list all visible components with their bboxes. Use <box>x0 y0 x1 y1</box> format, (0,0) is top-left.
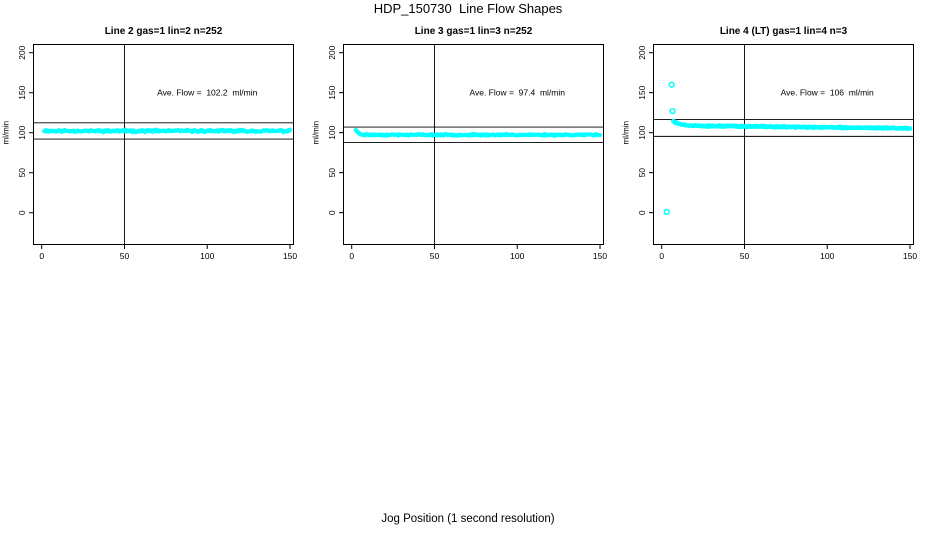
x-axis-label: Jog Position (1 second resolution) <box>381 513 554 525</box>
data-point <box>597 132 603 138</box>
y-tick-label: 0 <box>327 210 337 215</box>
x-tick-label: 0 <box>659 251 664 261</box>
y-unit-label: ml/min <box>622 121 631 145</box>
x-tick-label: 50 <box>430 251 440 261</box>
y-tick-label: 100 <box>637 125 647 139</box>
outlier-point <box>663 208 670 216</box>
y-tick-label: 0 <box>17 210 27 215</box>
panel-2: Line 3 gas=1 lin=3 n=252 0 50 100 150 0 50 100 1… <box>312 26 608 261</box>
x-tick-label: 150 <box>283 251 297 261</box>
panel-box <box>343 44 604 245</box>
y-tick-label: 150 <box>327 85 337 99</box>
x-tick-label: 150 <box>903 251 917 261</box>
panel-points <box>42 127 293 135</box>
y-tick-label: 150 <box>17 85 27 99</box>
x-tick-label: 0 <box>39 251 44 261</box>
y-unit-label: ml/min <box>2 121 11 145</box>
data-point <box>706 123 711 128</box>
y-tick-label: 200 <box>327 45 337 59</box>
x-tick-label: 100 <box>200 251 214 261</box>
y-tick-label: 0 <box>637 210 647 215</box>
panels-group: Line 2 gas=1 lin=2 n=252 0 50 100 150 0 50 100 1… <box>2 26 918 261</box>
outlier-point <box>668 81 675 88</box>
data-point <box>287 127 293 132</box>
y-tick-label: 100 <box>327 125 337 139</box>
ave-flow-annotation: Ave. Flow = 102.2 ml/min <box>157 88 258 98</box>
x-tick-label: 0 <box>349 251 354 261</box>
y-tick-label: 50 <box>327 168 337 178</box>
figure-title: HDP_150730 Line Flow Shapes <box>374 1 563 16</box>
panel-points <box>663 81 913 216</box>
y-tick-label: 150 <box>637 85 647 99</box>
y-unit-label: ml/min <box>312 121 321 145</box>
panel-box <box>653 44 914 245</box>
panel-box <box>33 44 294 245</box>
panel-points <box>353 128 603 138</box>
y-tick-label: 50 <box>637 168 647 178</box>
y-tick-label: 200 <box>637 45 647 59</box>
panel-title: Line 4 (LT) gas=1 lin=4 n=3 <box>720 26 848 37</box>
x-tick-label: 100 <box>510 251 524 261</box>
x-tick-label: 150 <box>593 251 607 261</box>
panel-1: Line 2 gas=1 lin=2 n=252 0 50 100 150 0 50 100 1… <box>2 26 298 261</box>
x-tick-label: 50 <box>120 251 130 261</box>
outlier-point <box>669 107 676 115</box>
y-tick-label: 100 <box>17 125 27 139</box>
y-tick-label: 50 <box>17 168 27 178</box>
panel-3: Line 4 (LT) gas=1 lin=4 n=3 0 50 100 150 0 50 1… <box>622 26 918 261</box>
ave-flow-annotation: Ave. Flow = 97.4 ml/min <box>469 88 565 98</box>
y-tick-label: 200 <box>17 45 27 59</box>
x-tick-label: 50 <box>740 251 750 261</box>
data-point <box>907 126 913 131</box>
ave-flow-annotation: Ave. Flow = 106 ml/min <box>781 88 874 98</box>
x-tick-label: 100 <box>820 251 834 261</box>
panel-title: Line 2 gas=1 lin=2 n=252 <box>105 26 223 37</box>
panel-title: Line 3 gas=1 lin=3 n=252 <box>415 26 533 37</box>
